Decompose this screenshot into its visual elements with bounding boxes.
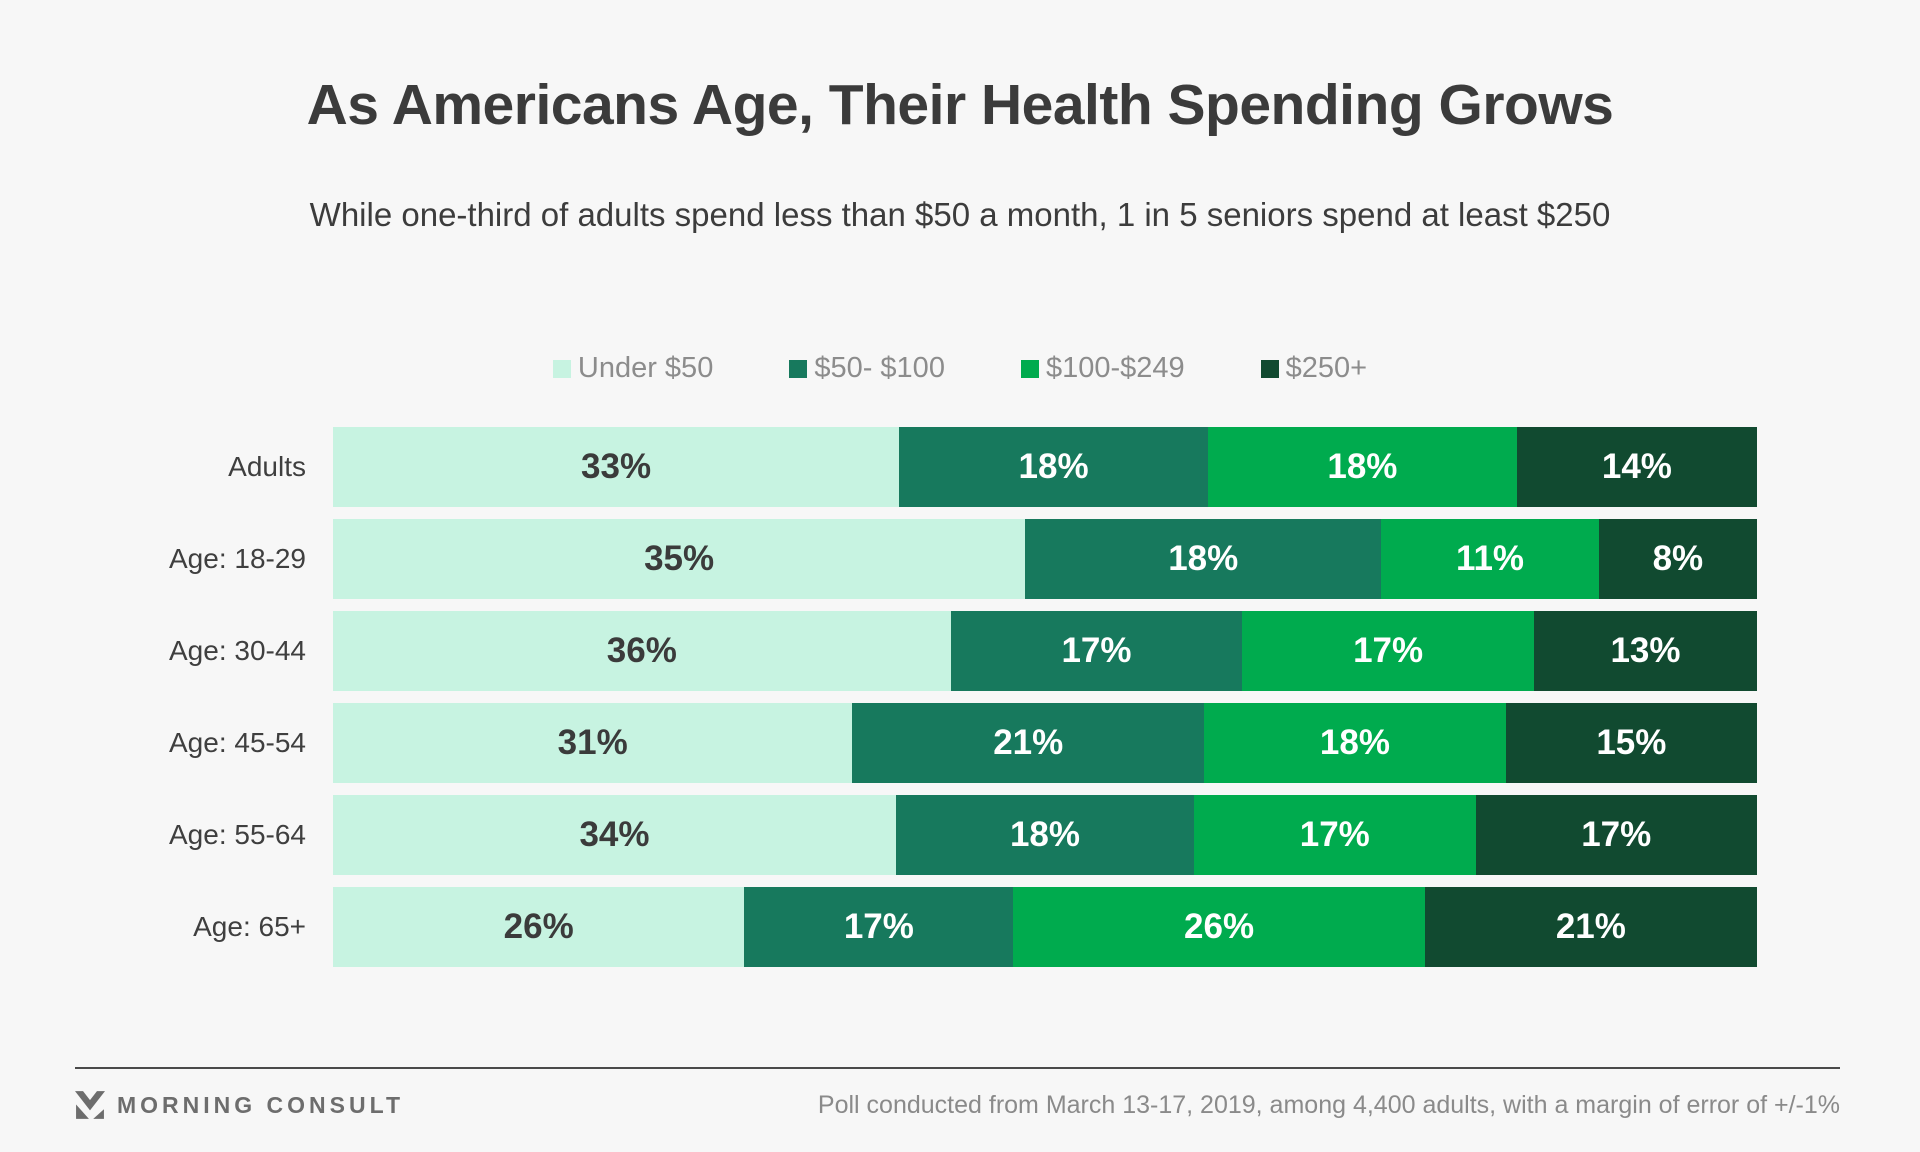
legend-item: $250+ [1260, 352, 1368, 385]
row-bars: 33% 18% 18% 14% [333, 427, 1757, 507]
bar-segment: 21% [1424, 887, 1757, 967]
row-bars: 35% 18% 11% 8% [333, 519, 1757, 599]
row-bars: 36% 17% 17% 13% [333, 611, 1757, 691]
bar-segment: 18% [1025, 519, 1382, 599]
bar-segment: 15% [1505, 703, 1757, 783]
bar-segment: 18% [1204, 703, 1506, 783]
bar-segment: 17% [1242, 611, 1534, 691]
bar-segment: 11% [1381, 519, 1599, 599]
bar-segment: 18% [895, 795, 1195, 875]
row-label: Age: 18-29 [169, 543, 306, 574]
bar-segment: 26% [333, 887, 745, 967]
legend-label: $100-$249 [1045, 352, 1185, 384]
bar-segment: 17% [950, 611, 1243, 691]
bar-segment: 8% [1598, 519, 1757, 599]
legend-swatch-icon [1260, 359, 1279, 378]
bar-segment: 18% [899, 427, 1208, 507]
page-subtitle: While one-third of adults spend less tha… [309, 196, 1611, 233]
chart: Adults 33% 18% 18% 14% Age: 18-29 35% 18% 11% 8% A… [0, 427, 1920, 967]
row-bars: 26% 17% 26% 21% [333, 887, 1757, 967]
footer-divider [75, 1067, 1840, 1069]
chart-row: Age: 30-44 36% 17% 17% 13% [0, 611, 1920, 691]
bar-segment: 17% [1194, 795, 1476, 875]
poll-note: Poll conducted from March 13-17, 2019, a… [817, 1090, 1840, 1119]
bar-segment: 18% [1207, 427, 1517, 507]
legend-item: $100-$249 [1020, 352, 1185, 385]
chart-legend: Under $50 $50- $100 $100-$249 $250+ [0, 352, 1920, 385]
bar-segment: 33% [333, 427, 900, 507]
row-bars: 34% 18% 17% 17% [333, 795, 1757, 875]
legend-label: $50- $100 [814, 352, 945, 384]
bar-segment: 34% [333, 795, 896, 875]
bar-segment: 21% [852, 703, 1205, 783]
chart-row: Age: 45-54 31% 21% 18% 15% [0, 703, 1920, 783]
bar-segment: 17% [1475, 795, 1757, 875]
footer: MORNING CONSULT Poll conducted from Marc… [75, 1090, 1840, 1120]
bar-segment: 36% [333, 611, 951, 691]
chart-row: Age: 65+ 26% 17% 26% 21% [0, 887, 1920, 967]
row-label: Age: 45-54 [169, 727, 306, 758]
legend-item: $50- $100 [789, 352, 945, 385]
chart-row: Age: 55-64 34% 18% 17% 17% [0, 795, 1920, 875]
row-label: Age: 65+ [193, 911, 306, 942]
bar-segment: 35% [333, 519, 1026, 599]
legend-label: $250+ [1285, 352, 1368, 384]
bar-segment: 14% [1516, 427, 1757, 507]
bar-segment: 13% [1533, 611, 1757, 691]
page-title: As Americans Age, Their Health Spending … [306, 73, 1614, 137]
legend-swatch-icon [552, 359, 571, 378]
bar-segment: 31% [333, 703, 853, 783]
row-label: Adults [228, 451, 306, 482]
legend-label: Under $50 [577, 352, 714, 384]
bar-segment: 26% [1013, 887, 1425, 967]
bar-segment: 17% [744, 887, 1014, 967]
row-label: Age: 55-64 [169, 819, 306, 850]
chart-row: Age: 18-29 35% 18% 11% 8% [0, 519, 1920, 599]
chart-row: Adults 33% 18% 18% 14% [0, 427, 1920, 507]
row-label: Age: 30-44 [169, 635, 306, 666]
brand: MORNING CONSULT [75, 1090, 404, 1120]
brand-name: MORNING CONSULT [117, 1091, 405, 1118]
morning-consult-logo-icon [75, 1091, 105, 1119]
legend-item: Under $50 [552, 352, 714, 385]
legend-swatch-icon [789, 359, 808, 378]
row-bars: 31% 21% 18% 15% [333, 703, 1757, 783]
legend-swatch-icon [1020, 359, 1039, 378]
